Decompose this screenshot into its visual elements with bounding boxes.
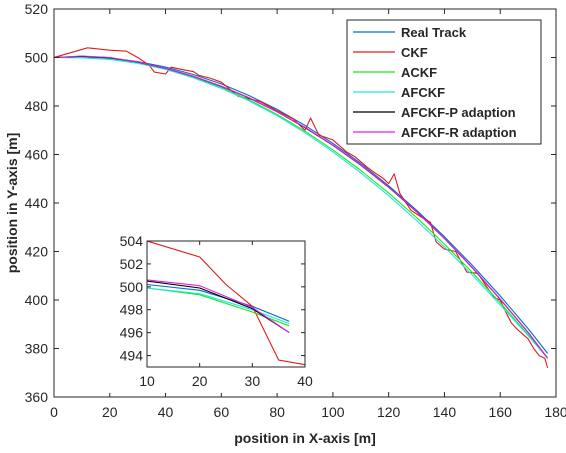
inset-y-tick-label: 496: [120, 325, 144, 341]
x-tick-label: 40: [158, 404, 174, 420]
inset-x-tick-label: 40: [297, 373, 313, 389]
inset-x-tick-label: 20: [192, 373, 208, 389]
inset-series-line-5: [147, 279, 290, 334]
inset-series-line-1: [147, 241, 305, 366]
x-tick-label: 100: [321, 404, 345, 420]
inset-frame: [146, 240, 306, 368]
inset-x-tick-label: 10: [139, 373, 155, 389]
inset-series-group: [147, 241, 305, 366]
y-tick-label: 400: [25, 292, 49, 308]
x-tick-label: 60: [214, 404, 230, 420]
legend-label: Real Track: [401, 25, 467, 40]
inset-y-tick-label: 500: [120, 279, 144, 295]
x-tick-label: 140: [433, 404, 457, 420]
x-axis-title: position in X-axis [m]: [234, 430, 376, 446]
x-tick-label: 160: [489, 404, 513, 420]
y-tick-label: 480: [25, 98, 49, 114]
legend-label: AFCKF: [401, 85, 445, 100]
inset-x-tick-label: 30: [245, 373, 261, 389]
x-tick-label: 0: [50, 404, 58, 420]
series-line-5: [54, 55, 549, 359]
x-tick-label: 80: [269, 404, 285, 420]
inset-plot: 10 20 30 40 494 496 498 500 502 504: [107, 233, 317, 393]
legend-label: AFCKF-P adaption: [401, 105, 516, 120]
y-tick-label: 380: [25, 341, 49, 357]
main-series-group: [54, 47, 549, 369]
y-tick-label: 420: [25, 244, 49, 260]
y-tick-label: 460: [25, 147, 49, 163]
legend-label: AFCKF-R adaption: [401, 125, 517, 140]
x-tick-label: 20: [102, 404, 118, 420]
legend-box: [346, 19, 542, 145]
inset-y-tick-label: 504: [120, 233, 144, 249]
x-tick-label: 120: [377, 404, 401, 420]
y-tick-label: 440: [25, 195, 49, 211]
y-tick-label: 360: [25, 389, 49, 405]
inset-y-tick-label: 502: [120, 256, 144, 272]
legend: Real Track CKF ACKF AFCKF AFCKF-P adaption AF…: [346, 19, 542, 145]
inset-y-tick-label: 494: [120, 348, 144, 364]
y-axis-title: position in Y-axis [m]: [4, 133, 20, 274]
inset-y-tick-label: 498: [120, 302, 144, 318]
x-tick-label: 180: [544, 404, 566, 420]
y-tick-label: 520: [25, 1, 49, 17]
y-tick-label: 500: [25, 50, 49, 66]
legend-label: ACKF: [401, 65, 437, 80]
inset-series-line-3: [147, 287, 290, 325]
legend-label: CKF: [401, 45, 428, 60]
series-line-3: [54, 56, 549, 359]
